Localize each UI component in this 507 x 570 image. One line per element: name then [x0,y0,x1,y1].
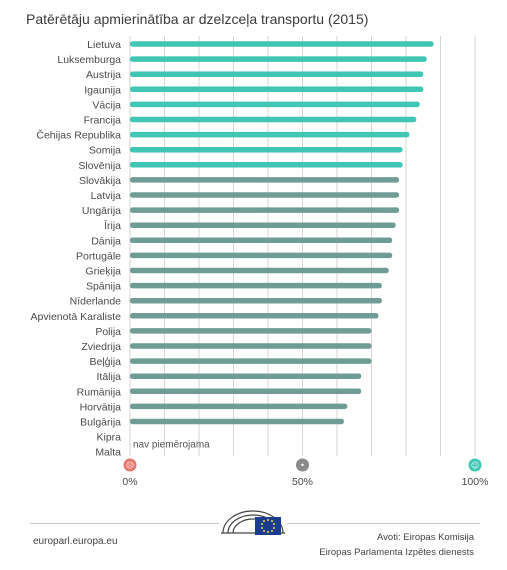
category-label: Grieķija [85,266,121,278]
sad-face-icon-glyph: ☹ [126,461,134,470]
bar [130,328,372,334]
tick-label: 100% [462,476,489,488]
category-label: Beļģija [89,355,121,368]
category-label: Vācija [92,99,121,111]
bar [130,222,396,228]
bar [130,267,389,274]
bar [130,207,400,213]
bar [130,86,424,93]
category-label: Zviedrija [81,341,121,353]
category-label: Dānija [91,235,121,247]
bar [130,162,403,168]
tick-label: 50% [292,476,313,488]
bar [130,101,420,108]
category-label: Itālija [96,371,121,383]
category-label: Portugāle [76,250,121,262]
bar [130,373,362,379]
tick-label: 0% [122,476,137,488]
bar [130,41,434,47]
category-label: Austrija [86,69,121,81]
category-label: Horvātija [80,401,122,413]
category-label: Francija [84,115,122,127]
category-label: Čehijas Republika [36,129,121,142]
neutral-face-icon [296,458,309,472]
bar [130,418,344,425]
bar [130,388,362,395]
category-label: Nīderlande [70,296,122,308]
category-label: Luksemburga [57,54,121,66]
source-line-2: Eiropas Parlamenta Izpētes dienests [319,547,474,558]
bar [130,313,379,319]
category-label: Igaunija [84,84,121,96]
bar [130,237,393,244]
category-label: Īrija [104,220,121,232]
category-label: Apvienotā Karaliste [31,311,122,323]
bar [130,297,382,304]
category-label: Slovākija [79,175,121,187]
bar [130,131,410,138]
bar [130,116,417,123]
happy-face-icon-glyph: ☺ [471,461,479,470]
category-label: Ungārija [82,205,121,217]
category-label: Slovēnija [78,160,121,172]
category-label: Somija [89,145,121,157]
category-label: Malta [95,447,121,459]
bar [130,403,348,410]
neutral-face-icon-glyph: • [300,461,305,470]
bar [130,177,400,183]
na-label: nav piemērojama [133,440,210,451]
bar [130,358,372,364]
bar-chart: Lietuva Luksemburga Austrija Igaunija Vācija… [31,36,489,488]
bar [130,71,424,77]
bar [130,282,382,289]
category-label: Polija [95,326,121,338]
bar [130,252,393,259]
bar [130,146,403,153]
sad-face-icon [123,458,137,472]
category-label: Spānija [86,281,121,293]
happy-face-icon [468,458,482,472]
source-line-1: Avoti: Eiropas Komisija [377,532,474,543]
site-url: europarl.europa.eu [33,536,118,547]
bar [130,343,372,349]
bar [130,56,427,62]
category-label: Rumānija [77,386,122,398]
ep-logo [219,503,287,539]
category-label: Bulgārija [80,417,121,429]
category-label: Latvija [91,190,122,202]
category-label: Lietuva [87,39,121,51]
chart-title: Patērētāju apmierinātība ar dzelzceļa tr… [26,11,369,27]
category-label: Kipra [96,432,121,444]
bar [130,192,400,198]
